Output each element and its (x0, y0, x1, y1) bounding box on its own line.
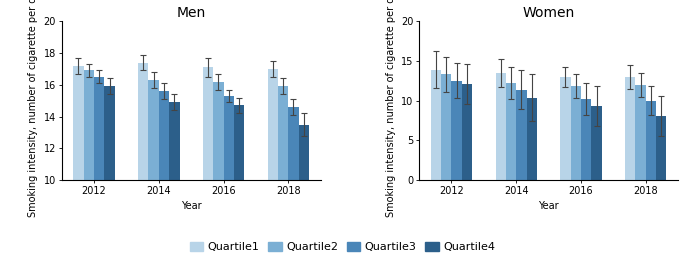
Bar (646, 101, 656, 180)
Bar (462, 84, 472, 180)
Bar (288, 107, 299, 180)
Bar (571, 86, 581, 180)
Bar (636, 85, 646, 180)
Bar (656, 116, 667, 180)
Bar (138, 63, 149, 180)
Bar (625, 77, 636, 180)
Y-axis label: Smoking intensity, number of cigarette per day: Smoking intensity, number of cigarette p… (386, 0, 396, 217)
Bar (223, 96, 234, 180)
Bar (169, 102, 179, 180)
Bar (560, 77, 571, 180)
Bar (581, 99, 591, 180)
Bar (431, 70, 441, 180)
Bar (159, 91, 169, 180)
Bar (299, 125, 309, 180)
Bar (104, 86, 115, 180)
Bar (234, 105, 245, 180)
Bar (203, 67, 213, 180)
Bar (506, 83, 516, 180)
Bar (451, 81, 462, 180)
Legend: Quartile1, Quartile2, Quartile3, Quartile4: Quartile1, Quartile2, Quartile3, Quartil… (185, 237, 500, 257)
Bar (73, 66, 84, 180)
Bar (268, 69, 278, 180)
Bar (495, 73, 506, 180)
Bar (278, 86, 288, 180)
Title: Men: Men (177, 6, 206, 20)
Title: Women: Women (523, 6, 575, 20)
Bar (149, 80, 159, 180)
Bar (84, 70, 94, 180)
X-axis label: Year: Year (181, 201, 201, 211)
Bar (213, 82, 223, 180)
X-axis label: Year: Year (538, 201, 559, 211)
Y-axis label: Smoking intensity, number of cigarette per day: Smoking intensity, number of cigarette p… (28, 0, 38, 217)
Bar (591, 106, 601, 180)
Bar (527, 98, 537, 180)
Bar (441, 74, 451, 180)
Bar (94, 77, 104, 180)
Bar (516, 90, 527, 180)
